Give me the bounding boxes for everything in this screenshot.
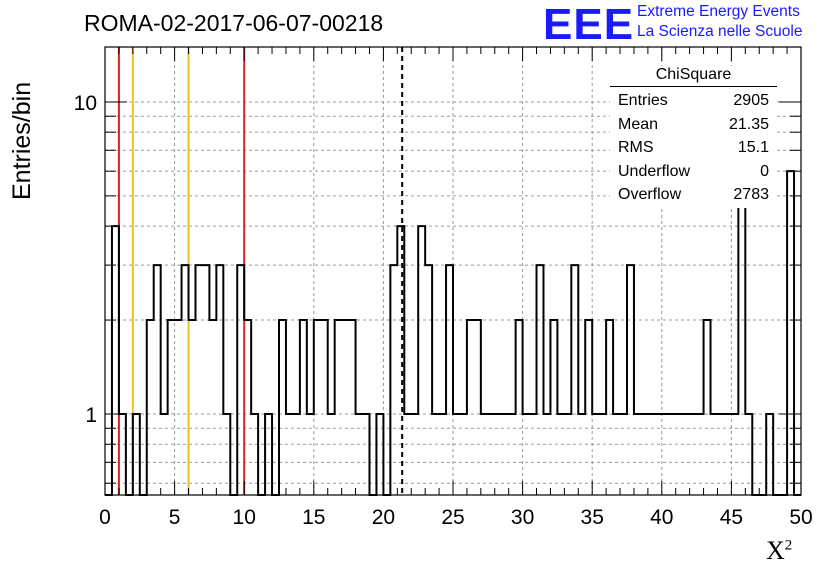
- stats-row-overflow: Overflow 2783: [610, 183, 777, 207]
- x-tick-label: 45: [720, 506, 743, 529]
- y-tick-label: 10: [74, 92, 97, 115]
- x-tick-label: 0: [99, 506, 111, 529]
- x-axis-label-base: X: [766, 536, 785, 565]
- x-tick-label: 20: [372, 506, 395, 529]
- y-axis-label: Entries/bin: [8, 81, 36, 200]
- y-tick-label: 1: [85, 404, 97, 427]
- x-tick-label: 10: [233, 506, 256, 529]
- histogram-series: [105, 131, 801, 496]
- stats-label: Overflow: [618, 186, 682, 203]
- stats-row-rms: RMS 15.1: [610, 136, 777, 160]
- x-axis-label: X2: [766, 536, 792, 566]
- stats-row-mean: Mean 21.35: [610, 113, 777, 137]
- x-tick-label: 5: [169, 506, 181, 529]
- stats-value: 15.1: [737, 139, 769, 156]
- x-tick-label: 35: [581, 506, 604, 529]
- stats-value: 2783: [733, 186, 769, 203]
- stats-label: Underflow: [618, 162, 691, 180]
- x-tick-label: 30: [511, 506, 534, 529]
- stats-value: 0: [760, 162, 769, 180]
- x-tick-label: 25: [441, 506, 464, 529]
- eee-logo: EEE: [543, 0, 635, 49]
- x-tick-label: 15: [302, 506, 325, 529]
- x-tick-label: 50: [789, 506, 812, 529]
- stats-label: RMS: [618, 139, 654, 156]
- stats-box: ChiSquare Entries 2905 Mean 21.35 RMS 15.1 …: [610, 66, 777, 208]
- stats-value: 2905: [733, 92, 769, 109]
- stats-value: 21.35: [728, 115, 769, 133]
- stats-label: Entries: [618, 92, 668, 109]
- stats-row-underflow: Underflow 0: [610, 160, 777, 184]
- stats-title: ChiSquare: [610, 66, 777, 87]
- histogram-step-line: [105, 131, 801, 496]
- stats-label: Mean: [618, 115, 659, 133]
- run-title: ROMA-02-2017-06-07-00218: [84, 10, 384, 36]
- org-name-line1: Extreme Energy Events: [637, 3, 800, 20]
- org-name-line2: La Scienza nelle Scuole: [637, 23, 803, 40]
- x-axis-label-sup: 2: [784, 537, 793, 554]
- x-tick-label: 40: [650, 506, 673, 529]
- axes: 0 5 10 15 20 25 30 35 40 45 50 1 10: [74, 46, 813, 529]
- stats-row-entries: Entries 2905: [610, 89, 777, 113]
